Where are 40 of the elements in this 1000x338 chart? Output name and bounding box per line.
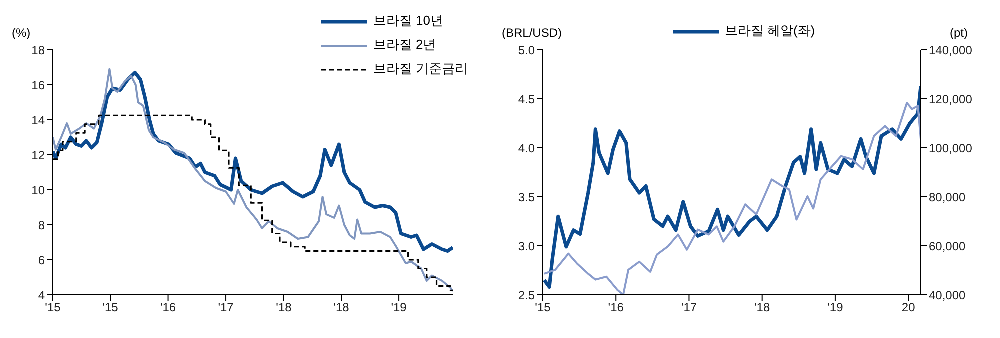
- legend-label: 브라질 2년: [372, 36, 438, 54]
- x-tick-label: '15: [102, 300, 119, 315]
- y-tick-label: 2.5: [518, 288, 536, 302]
- y-tick-label: 4: [38, 288, 46, 302]
- x-tick-label: '19: [828, 300, 844, 315]
- y-tick-label: 4.5: [518, 92, 536, 106]
- x-tick-label: '19: [391, 300, 408, 315]
- x-tick-label: '16: [608, 300, 624, 315]
- x-tick-label: '18: [334, 300, 350, 315]
- x-tick-label: '15: [45, 300, 62, 315]
- x-tick-label: 20: [902, 300, 916, 315]
- x-tick-label: '17: [681, 300, 698, 315]
- y2-tick-label: 100,000: [929, 141, 973, 156]
- y-tick-label: 5.0: [518, 43, 536, 58]
- y-tick-label: 10: [32, 183, 46, 198]
- x-tick-label: '18: [276, 300, 292, 315]
- x-tick-label: '16: [160, 300, 176, 315]
- y-tick-label: 6: [38, 253, 46, 268]
- y-tick-label: 18: [32, 43, 46, 58]
- x-tick-label: '15: [535, 300, 552, 315]
- y2-tick-label: 80,000: [929, 190, 966, 204]
- y-axis-title: (%): [12, 26, 31, 40]
- y2-tick-label: 140,000: [929, 43, 973, 58]
- y2-tick-label: 40,000: [929, 288, 966, 302]
- legend-label: 브라질 10년: [372, 12, 444, 30]
- y-tick-label: 12: [32, 148, 46, 162]
- y-tick-label: 14: [32, 113, 46, 128]
- y-tick-label: 3.5: [518, 190, 536, 204]
- legend-label: 브라질 기준금리: [372, 60, 468, 78]
- y2-axis-title: (pt): [950, 26, 968, 40]
- y-tick-label: 3.0: [518, 239, 536, 254]
- y-tick-label: 8: [38, 218, 46, 232]
- y-tick-label: 4.0: [518, 141, 536, 156]
- x-tick-label: '17: [218, 300, 234, 315]
- legend-label: 브라질 헤알(좌): [724, 22, 816, 40]
- x-tick-label: '18: [754, 300, 770, 315]
- y2-tick-label: 60,000: [929, 239, 966, 254]
- y-tick-label: 16: [32, 78, 46, 92]
- y2-tick-label: 120,000: [929, 92, 973, 106]
- y-axis-title: (BRL/USD): [502, 26, 562, 40]
